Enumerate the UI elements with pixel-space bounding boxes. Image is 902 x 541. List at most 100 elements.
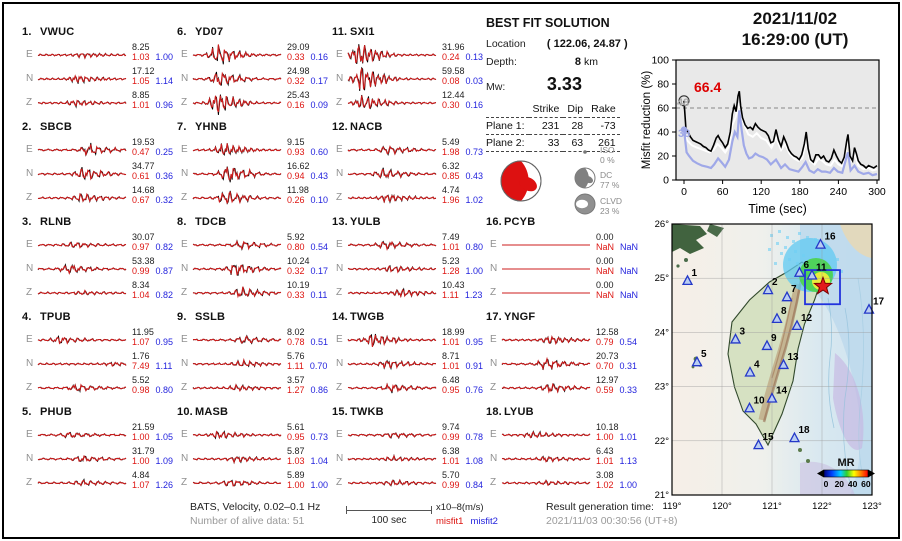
channel-values: 5.49 1.98 0.73 bbox=[442, 137, 488, 158]
colorbar-tick-label: 60 bbox=[861, 479, 871, 489]
channel-row-YULB-N: N 5.23 1.28 1.00 bbox=[330, 256, 485, 280]
channel-label: Z bbox=[181, 192, 188, 203]
misfit2-value: 1.01 bbox=[619, 432, 638, 443]
channel-values: 0.00 NaN NaN bbox=[596, 256, 642, 277]
waveform-trace bbox=[501, 335, 591, 346]
lat-tick-label: 23° bbox=[655, 382, 670, 393]
waveform-trace bbox=[37, 74, 127, 85]
channel-label: N bbox=[181, 453, 189, 464]
station-marker-13 bbox=[777, 358, 790, 370]
peak-amplitude: 25.43 bbox=[287, 90, 310, 100]
misfit2-value: NaN bbox=[620, 242, 639, 253]
channel-row-PHUB-N: N 31.79 1.00 1.09 bbox=[20, 446, 175, 470]
channel-values: 11.98 0.26 0.10 bbox=[287, 185, 333, 206]
station-block-VWUC: 1. VWUC E 8.25 1.03 1.00 N 17.12 1.05 1.14 Z 8.85 1.… bbox=[20, 26, 175, 120]
station-block-YULB: 13. YULB E 7.49 1.01 0.80 N 5.23 1.28 1.00 Z 10.43 1… bbox=[330, 216, 485, 310]
iso-item: ISO 0 % bbox=[600, 145, 615, 165]
channel-row-TWKB-N: N 6.38 1.01 1.08 bbox=[330, 446, 485, 470]
misfit2-value: 0.43 bbox=[465, 171, 484, 182]
channel-label: E bbox=[336, 429, 343, 440]
waveform-trace bbox=[37, 478, 127, 487]
map-frame bbox=[671, 223, 873, 496]
peak-amplitude: 3.08 bbox=[596, 470, 614, 480]
channel-row-NACB-N: N 6.32 0.85 0.43 bbox=[330, 161, 485, 185]
peak-amplitude: 34.77 bbox=[132, 161, 155, 171]
station-title: 15. TWKB bbox=[332, 406, 384, 418]
channel-label: N bbox=[336, 168, 344, 179]
decomposition-icons bbox=[574, 150, 596, 215]
depth-unit: km bbox=[583, 56, 598, 68]
waveform-trace bbox=[192, 94, 282, 116]
svg-text:0: 0 bbox=[663, 175, 669, 187]
channel-values: 8.25 1.03 1.00 bbox=[132, 42, 178, 63]
misfit1-value: 1.01 bbox=[442, 361, 460, 372]
china-coast bbox=[672, 224, 707, 254]
misfit2-value: 0.03 bbox=[465, 76, 484, 87]
station-marker-label: 4 bbox=[754, 360, 760, 371]
misfit2-value: 1.13 bbox=[619, 456, 638, 467]
mw-value: 3.33 bbox=[546, 74, 582, 94]
waveform-trace bbox=[192, 44, 282, 65]
channel-row-MASB-Z: Z 5.89 1.00 1.00 bbox=[175, 470, 330, 494]
channel-row-RLNB-Z: Z 8.34 1.04 0.82 bbox=[20, 280, 175, 304]
misfit1-value: 0.95 bbox=[287, 432, 305, 443]
waveform-trace bbox=[501, 455, 591, 463]
channel-row-TWGB-N: N 8.71 1.01 0.91 bbox=[330, 351, 485, 375]
misfit2-value: 0.86 bbox=[310, 385, 329, 396]
dc-beachball-icon bbox=[574, 167, 596, 189]
waveform-trace bbox=[501, 382, 591, 394]
station-title: 4. TPUB bbox=[22, 311, 71, 323]
misfit1-value: 1.01 bbox=[442, 456, 460, 467]
misfit1-value: NaN bbox=[596, 266, 615, 277]
channel-label: Z bbox=[181, 287, 188, 298]
taiwan-station-map: 119° 120° 121° 122° 123°26°25°24°23°22°21°12… bbox=[655, 219, 885, 512]
channel-values: 8.71 1.01 0.91 bbox=[442, 351, 488, 372]
depth-value: 8 bbox=[574, 56, 582, 68]
peak-amplitude: 10.18 bbox=[596, 422, 619, 432]
station-block-PHUB: 5. PHUB E 21.59 1.00 1.05 N 31.79 1.00 1.09 Z 4.84 1… bbox=[20, 406, 175, 500]
channel-values: 5.87 1.03 1.04 bbox=[287, 446, 333, 467]
epicenter-star bbox=[813, 275, 833, 295]
waveform-trace bbox=[347, 193, 437, 204]
lat-tick-label: 21° bbox=[655, 490, 670, 501]
channel-label: N bbox=[26, 73, 34, 84]
channel-label: N bbox=[336, 263, 344, 274]
waveform-trace bbox=[192, 455, 282, 465]
channel-label: E bbox=[26, 144, 33, 155]
station-block-MASB: 10. MASB E 5.61 0.95 0.73 N 5.87 1.03 1.04 Z 5.89 1.… bbox=[175, 406, 330, 500]
misfit2-value: 0.32 bbox=[155, 195, 174, 206]
time-scale-bar: 100 sec bbox=[346, 506, 432, 526]
svg-text:40: 40 bbox=[657, 127, 669, 139]
misfit2-value: 1.00 bbox=[155, 52, 174, 63]
station-marker-5 bbox=[691, 355, 703, 367]
channel-row-YULB-Z: Z 10.43 1.11 1.23 bbox=[330, 280, 485, 304]
channel-values: 6.38 1.01 1.08 bbox=[442, 446, 488, 467]
channel-label: N bbox=[181, 263, 189, 274]
svg-text:180: 180 bbox=[791, 186, 809, 198]
peak-amplitude: 20.73 bbox=[596, 351, 619, 361]
station-marker-17 bbox=[863, 303, 875, 314]
waveform-trace bbox=[347, 432, 437, 440]
misfit2-value: 1.00 bbox=[310, 480, 329, 491]
misfit2-value: 0.17 bbox=[310, 266, 329, 277]
svg-text:80: 80 bbox=[657, 79, 669, 91]
channel-values: 16.62 0.94 0.43 bbox=[287, 161, 333, 182]
misfit2-value: 0.54 bbox=[619, 337, 638, 348]
station-marker-6 bbox=[793, 266, 806, 277]
waveform-trace bbox=[347, 333, 437, 348]
channel-label: Z bbox=[336, 192, 343, 203]
waveform-trace bbox=[37, 455, 127, 463]
misfit1-value: NaN bbox=[596, 242, 615, 253]
station-title: 3. RLNB bbox=[22, 216, 72, 228]
location-value: ( 122.06, 24.87 ) bbox=[546, 38, 628, 50]
misfit2-value: 0.78 bbox=[465, 432, 484, 443]
channel-row-TWGB-E: E 18.99 1.01 0.95 bbox=[330, 327, 485, 351]
misfit1-value: 1.00 bbox=[132, 432, 150, 443]
misfit2-value: 0.16 bbox=[465, 100, 484, 111]
location-row: Location ( 122.06, 24.87 ) bbox=[486, 38, 670, 50]
misfit2-value: 0.60 bbox=[310, 147, 329, 158]
clvd-item: CLVD 23 % bbox=[600, 196, 623, 216]
station-marker-label: 9 bbox=[771, 333, 777, 344]
misfit1-value: 0.08 bbox=[442, 76, 460, 87]
